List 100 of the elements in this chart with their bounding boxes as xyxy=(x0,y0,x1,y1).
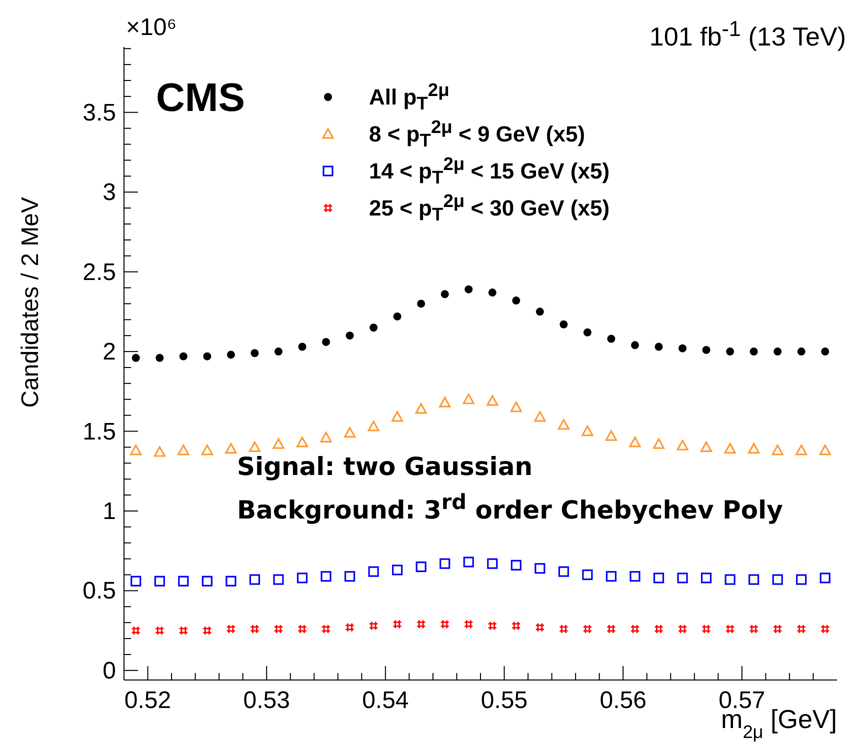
point xyxy=(558,419,570,430)
point xyxy=(130,576,142,586)
point xyxy=(750,348,758,356)
point xyxy=(274,348,282,356)
point xyxy=(178,626,188,636)
legend-label: 14 < p$_{T}$$^{2μ}$ < 15 GeV (x5) xyxy=(369,152,610,188)
point xyxy=(774,348,782,356)
point xyxy=(702,346,710,354)
point xyxy=(154,576,165,586)
point xyxy=(700,441,712,452)
point xyxy=(178,444,190,456)
point xyxy=(676,440,688,450)
point xyxy=(298,342,306,351)
point xyxy=(772,624,782,634)
x-tick-label: 0.54 xyxy=(362,687,409,714)
legend-label: 25 < p$_{T}$$^{2μ}$ < 30 GeV (x5) xyxy=(369,190,610,226)
point xyxy=(678,344,687,352)
text: ×10⁶ xyxy=(126,14,177,42)
point xyxy=(748,574,760,585)
point xyxy=(179,352,188,360)
y-tick-label: 0.5 xyxy=(82,578,116,605)
point xyxy=(582,624,592,634)
point xyxy=(726,348,734,356)
point xyxy=(702,624,711,634)
point xyxy=(417,300,426,308)
point xyxy=(225,443,237,454)
point xyxy=(439,396,451,408)
point xyxy=(393,312,402,320)
point xyxy=(272,438,284,449)
point xyxy=(345,622,354,632)
point xyxy=(511,621,521,630)
point xyxy=(700,572,712,584)
point xyxy=(630,341,639,350)
y-tick-label: 3.5 xyxy=(82,99,116,126)
y-tick-label: 1 xyxy=(102,498,116,525)
point xyxy=(178,576,189,586)
point xyxy=(370,324,378,332)
point xyxy=(132,354,140,362)
legend-label: 8 < p$_{T}$$^{2μ}$ < 9 GeV (x5) xyxy=(369,116,586,152)
point xyxy=(749,624,759,634)
point xyxy=(510,560,522,570)
point xyxy=(512,296,520,305)
point xyxy=(415,403,427,414)
point xyxy=(273,574,284,585)
point xyxy=(203,352,212,360)
y-tick-label: 3 xyxy=(102,179,116,206)
point xyxy=(248,441,261,452)
point xyxy=(156,354,164,362)
point xyxy=(796,624,806,634)
point xyxy=(344,427,356,438)
point xyxy=(486,395,498,406)
point xyxy=(772,574,783,585)
point xyxy=(488,288,496,297)
point xyxy=(820,572,830,584)
point xyxy=(536,308,544,316)
point xyxy=(629,436,641,448)
point xyxy=(296,436,308,448)
point xyxy=(819,444,831,456)
point xyxy=(249,574,260,585)
point xyxy=(440,290,449,298)
point xyxy=(440,619,450,629)
point xyxy=(154,626,164,636)
point xyxy=(605,430,618,441)
point xyxy=(652,438,665,449)
point xyxy=(250,349,259,358)
point xyxy=(201,444,213,456)
point xyxy=(440,558,450,569)
point xyxy=(797,348,806,356)
y-tick-label: 0 xyxy=(102,657,116,684)
point xyxy=(724,574,736,585)
point xyxy=(392,564,403,576)
point xyxy=(821,348,830,356)
point xyxy=(654,342,663,351)
point xyxy=(583,328,592,336)
point xyxy=(462,394,474,404)
point xyxy=(488,621,498,630)
point xyxy=(510,402,522,412)
point xyxy=(131,626,141,636)
point xyxy=(416,561,426,572)
point xyxy=(582,569,593,580)
x-tick-label: 0.52 xyxy=(124,687,172,714)
point xyxy=(464,619,474,629)
point xyxy=(322,338,330,346)
point xyxy=(320,571,332,582)
point xyxy=(820,624,830,634)
annotation: Signal: two Gaussian xyxy=(237,452,533,481)
point xyxy=(226,576,236,586)
point xyxy=(772,444,784,456)
point xyxy=(320,432,332,442)
point xyxy=(202,576,212,586)
x-tick-label: 0.53 xyxy=(243,687,290,714)
point xyxy=(154,446,166,457)
point xyxy=(606,624,616,634)
point xyxy=(392,619,402,629)
point xyxy=(678,624,688,634)
point xyxy=(534,563,546,574)
y-tick-label: 2 xyxy=(102,338,116,366)
point xyxy=(582,425,594,436)
point xyxy=(724,443,736,454)
point xyxy=(368,420,380,432)
